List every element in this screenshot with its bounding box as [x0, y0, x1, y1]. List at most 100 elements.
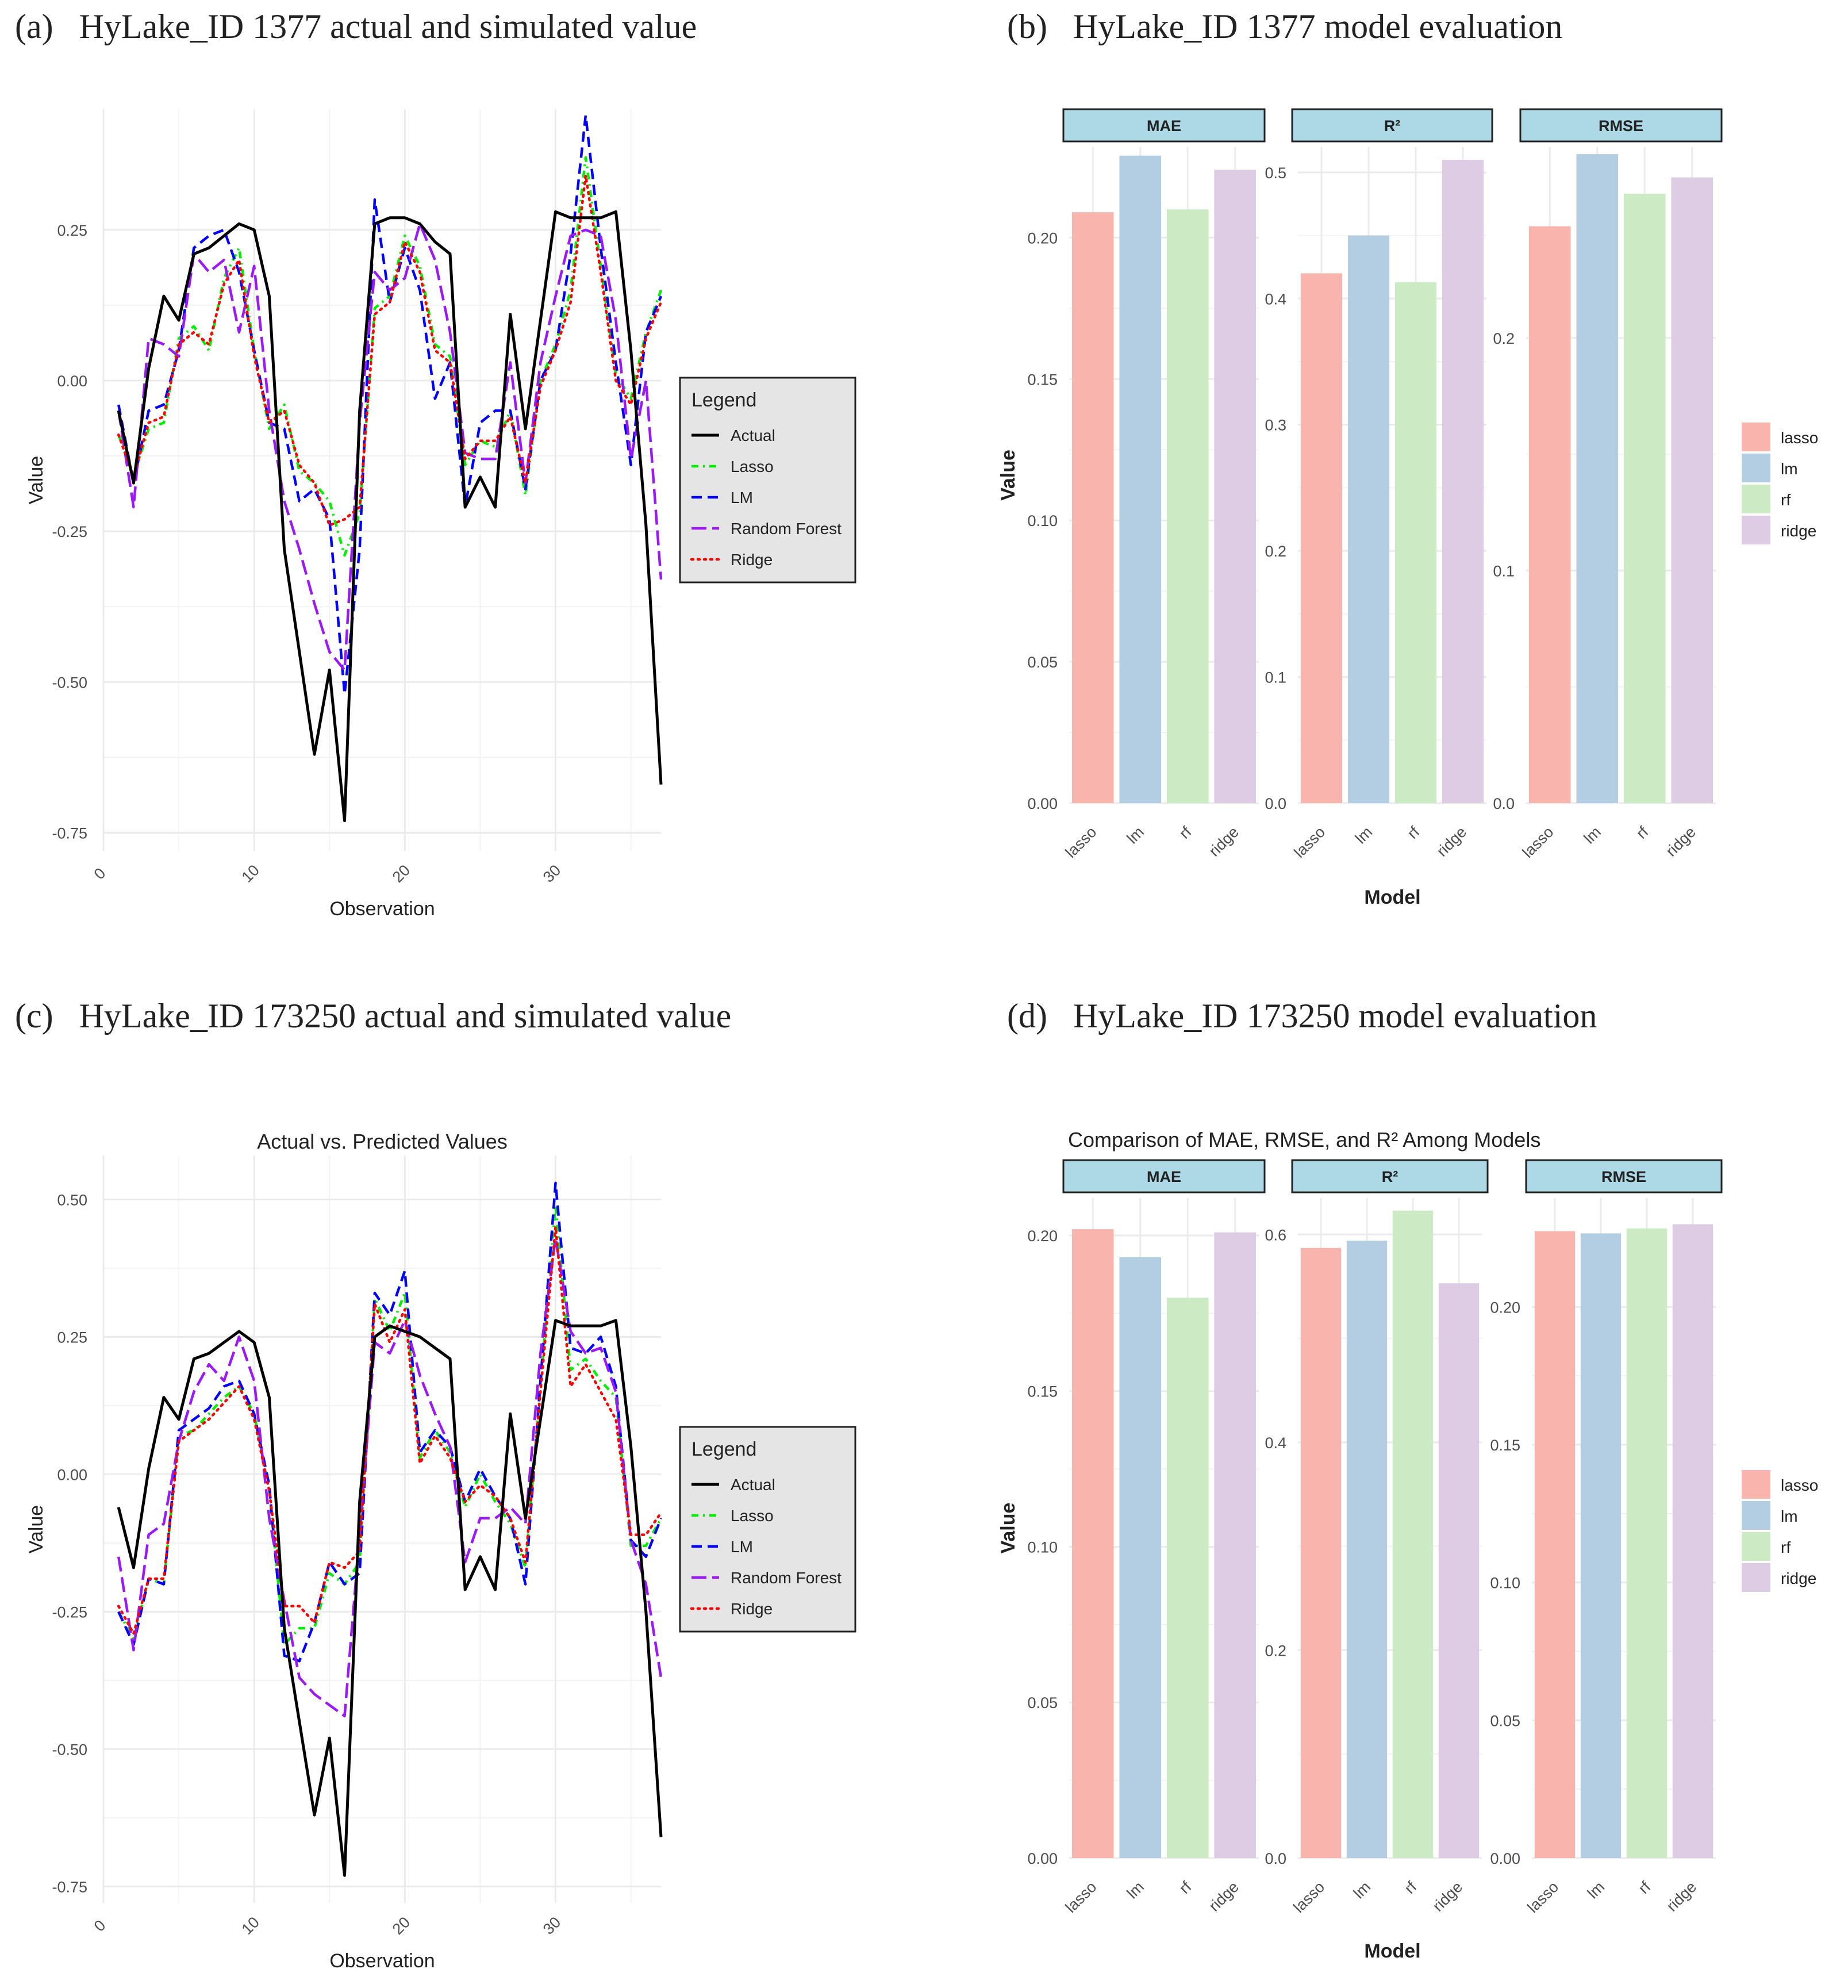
bar-ridge: [1672, 1224, 1713, 1858]
legend-key-ridge: [1742, 516, 1770, 544]
panel-d-title: (d) HyLake_ID 173250 model evaluation: [1007, 997, 1597, 1035]
y-tick-label: 0.2: [1265, 1642, 1286, 1659]
x-tick-label: lm: [1584, 1878, 1608, 1902]
legend-key-rf: [1742, 485, 1770, 513]
x-tick-label: 0: [91, 1917, 109, 1935]
x-tick-label: ridge: [1205, 823, 1242, 860]
y-tick-label: 0.00: [57, 1466, 87, 1483]
x-axis-label: Observation: [329, 1950, 435, 1972]
bar-rf: [1166, 209, 1209, 804]
x-tick-label: lasso: [1290, 823, 1328, 861]
facet-r: 0.0 0.1 0.2 0.3 0.4 0.5 lasso lm rf ridge R²: [1265, 108, 1493, 861]
legend: lasso lm rf ridge: [1742, 423, 1818, 544]
legend: Legend Actual Lasso LM Random Forest Ridge: [679, 1426, 856, 1633]
y-axis-label: Value: [997, 450, 1019, 501]
bar-ridge: [1442, 159, 1484, 803]
y-tick-label: 0.20: [1490, 1299, 1520, 1316]
facet-strip-label: R²: [1384, 117, 1401, 135]
series-line-lm: [117, 114, 663, 696]
x-tick-label: rf: [1404, 823, 1423, 842]
legend-key-lm: [1742, 1501, 1770, 1530]
bar-lm: [1580, 1233, 1622, 1858]
series-line-lasso: [117, 1203, 662, 1646]
bar-lm: [1346, 1241, 1388, 1858]
y-tick-label: -0.75: [52, 1878, 87, 1895]
y-tick-label: -0.25: [52, 523, 87, 540]
y-tick-label: 0.10: [1027, 512, 1058, 529]
facet-strip-label: RMSE: [1599, 117, 1643, 135]
x-tick-label: rf: [1401, 1878, 1420, 1897]
bar-rf: [1626, 1228, 1668, 1858]
line-chart-a: -0.75 -0.50 -0.25 0.00 0.25 0 10 20 30 Observatio…: [25, 109, 856, 920]
bar-lasso: [1071, 1229, 1114, 1858]
x-tick-label: ridge: [1662, 823, 1699, 860]
bar-ridge: [1214, 1232, 1257, 1858]
legend-label: lasso: [1781, 429, 1818, 447]
legend-label: Lasso: [731, 1507, 774, 1525]
y-tick-label: 0.0: [1265, 795, 1286, 812]
x-tick-label: 30: [540, 1913, 564, 1937]
y-tick-label: 0.3: [1265, 417, 1286, 434]
legend-label: ridge: [1781, 1569, 1816, 1587]
bar-lm: [1347, 235, 1390, 803]
series-line-lasso: [117, 156, 663, 557]
y-tick-label: 0.25: [57, 1329, 87, 1346]
bar-lasso: [1071, 212, 1114, 803]
legend-key-lm: [1742, 454, 1770, 482]
legend-label: Lasso: [731, 458, 774, 475]
x-tick-label: 10: [239, 1913, 263, 1937]
x-tick-label: lm: [1581, 823, 1604, 847]
series-line-actual: [117, 1319, 663, 1877]
legend-label: Ridge: [731, 551, 773, 569]
y-tick-label: -0.75: [52, 825, 87, 842]
x-tick-label: lasso: [1519, 823, 1557, 861]
bar-lasso: [1300, 1248, 1342, 1858]
y-tick-label: -0.50: [52, 674, 87, 691]
panel-b-title: (b) HyLake_ID 1377 model evaluation: [1007, 7, 1562, 45]
legend-title: Legend: [691, 1438, 756, 1460]
x-axis-label: Observation: [329, 898, 435, 920]
y-tick-label: 0.00: [57, 373, 87, 390]
bar-lm: [1576, 154, 1619, 803]
bar-lasso: [1300, 273, 1343, 803]
x-tick-label: lm: [1124, 1878, 1147, 1902]
bar-rf: [1394, 282, 1437, 803]
y-tick-label: 0.10: [1027, 1538, 1058, 1556]
y-tick-label: 0.15: [1027, 371, 1058, 388]
legend-box: [679, 377, 856, 584]
x-tick-label: lasso: [1524, 1878, 1562, 1916]
facet-strip-label: RMSE: [1601, 1168, 1646, 1185]
x-tick-label: ridge: [1205, 1878, 1242, 1915]
x-tick-label: ridge: [1434, 823, 1470, 860]
chart-title: Actual vs. Predicted Values: [257, 1130, 508, 1153]
y-tick-label: 0.0: [1265, 1850, 1286, 1867]
legend-title: Legend: [691, 389, 756, 411]
series-line-ridge: [117, 1226, 663, 1635]
x-tick-label: lasso: [1062, 1878, 1100, 1916]
facet-rmse: 0.0 0.1 0.2 lasso lm rf ridge RMSE: [1493, 108, 1723, 861]
legend-label: rf: [1781, 1538, 1791, 1556]
x-tick-label: 20: [389, 861, 413, 885]
facet-strip-label: MAE: [1147, 117, 1181, 135]
y-tick-label: 0.20: [1027, 229, 1058, 247]
bar-lasso: [1534, 1231, 1576, 1858]
y-tick-label: 0.05: [1027, 654, 1058, 671]
legend-label: lm: [1781, 1507, 1798, 1525]
facet-mae: 0.00 0.05 0.10 0.15 0.20 lasso lm rf ridge MAE: [1027, 108, 1266, 861]
x-tick-label: ridge: [1663, 1878, 1700, 1915]
x-tick-label: lm: [1352, 823, 1376, 847]
legend-label: LM: [731, 1538, 753, 1556]
legend-label: Ridge: [731, 1600, 773, 1618]
legend-box: [679, 1426, 856, 1633]
legend-label: LM: [731, 489, 753, 506]
x-tick-label: rf: [1176, 823, 1195, 842]
bar-lasso: [1528, 226, 1571, 803]
x-tick-label: lasso: [1290, 1878, 1328, 1916]
x-tick-label: lm: [1350, 1878, 1374, 1902]
y-tick-label: 0.00: [1027, 795, 1058, 812]
y-tick-label: 0.05: [1490, 1712, 1520, 1729]
facet-mae: 0.00 0.05 0.10 0.15 0.20 lasso lm rf ridge MAE: [1027, 1159, 1266, 1916]
